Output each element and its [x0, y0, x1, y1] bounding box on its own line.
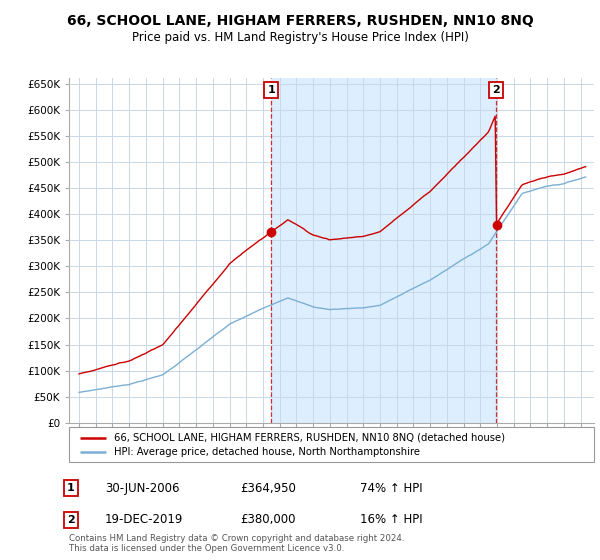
Text: £364,950: £364,950 [240, 482, 296, 495]
Bar [271, 78, 496, 423]
Text: 19-DEC-2019: 19-DEC-2019 [105, 513, 184, 526]
Text: 74% ↑ HPI: 74% ↑ HPI [360, 482, 422, 495]
Text: 30-JUN-2006: 30-JUN-2006 [105, 482, 179, 495]
FancyBboxPatch shape [69, 427, 594, 462]
Text: 1: 1 [268, 85, 275, 95]
Text: Contains HM Land Registry data © Crown copyright and database right 2024.
This d: Contains HM Land Registry data © Crown c… [69, 534, 404, 553]
Text: 1: 1 [67, 483, 74, 493]
Text: £380,000: £380,000 [240, 513, 296, 526]
Text: Price paid vs. HM Land Registry's House Price Index (HPI): Price paid vs. HM Land Registry's House … [131, 31, 469, 44]
Text: 2: 2 [493, 85, 500, 95]
Text: HPI: Average price, detached house, North Northamptonshire: HPI: Average price, detached house, Nort… [113, 447, 419, 458]
Text: 16% ↑ HPI: 16% ↑ HPI [360, 513, 422, 526]
Text: 2: 2 [67, 515, 74, 525]
Text: 66, SCHOOL LANE, HIGHAM FERRERS, RUSHDEN, NN10 8NQ (detached house): 66, SCHOOL LANE, HIGHAM FERRERS, RUSHDEN… [113, 432, 505, 442]
Text: 66, SCHOOL LANE, HIGHAM FERRERS, RUSHDEN, NN10 8NQ: 66, SCHOOL LANE, HIGHAM FERRERS, RUSHDEN… [67, 14, 533, 28]
